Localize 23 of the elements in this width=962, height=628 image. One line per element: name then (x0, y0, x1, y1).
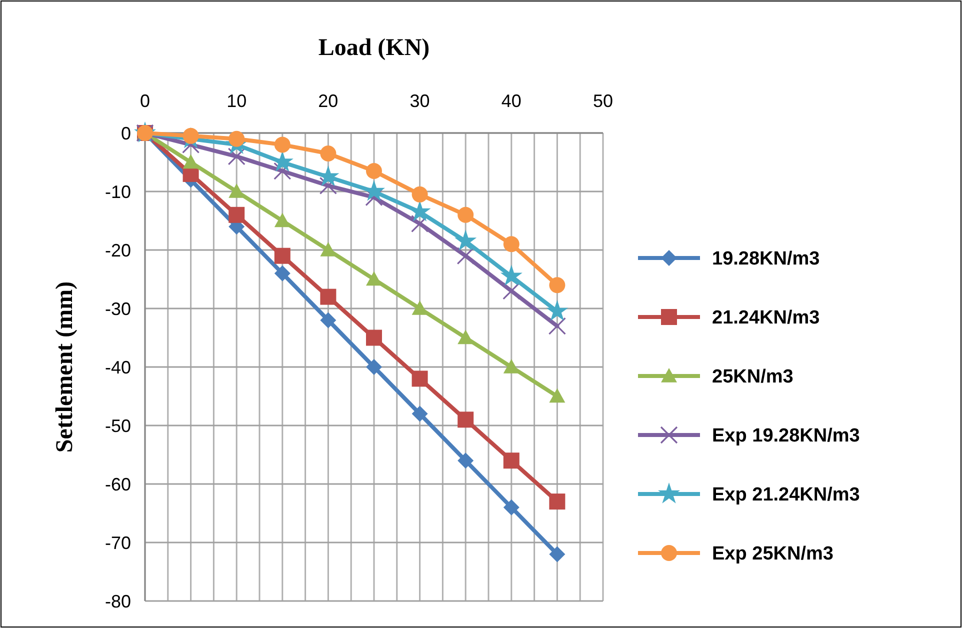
y-tick-label: -20 (104, 240, 131, 260)
legend-label: Exp 21.24KN/m3 (712, 484, 860, 506)
y-tick-label: -70 (104, 532, 131, 553)
y-tick-label: -60 (104, 474, 131, 494)
x-tick-label: 30 (410, 91, 430, 111)
x-tick-label: 20 (318, 91, 338, 111)
y-tick-label: -30 (104, 298, 131, 319)
legend-label: Exp 25KN/m3 (712, 544, 834, 565)
x-tick-label: 10 (226, 91, 247, 111)
x-axis-title: Load (KN) (318, 35, 430, 61)
y-tick-label: -50 (104, 416, 131, 436)
y-tick-label: -10 (104, 182, 131, 202)
legend-label: 19.28KN/m3 (712, 248, 820, 270)
legend-label: 25KN/m3 (712, 366, 794, 388)
x-tick-label: 40 (501, 91, 522, 111)
legend-label: 21.24KN/m3 (712, 308, 820, 329)
y-tick-label: 0 (120, 123, 131, 144)
y-axis-title: Settlement (mm) (52, 281, 78, 453)
y-tick-label: -80 (104, 591, 131, 612)
x-tick-label: 0 (140, 91, 150, 111)
legend-label: Exp 19.28KN/m3 (712, 426, 860, 447)
x-tick-label: 50 (592, 91, 614, 111)
y-tick-label: -40 (104, 357, 131, 378)
